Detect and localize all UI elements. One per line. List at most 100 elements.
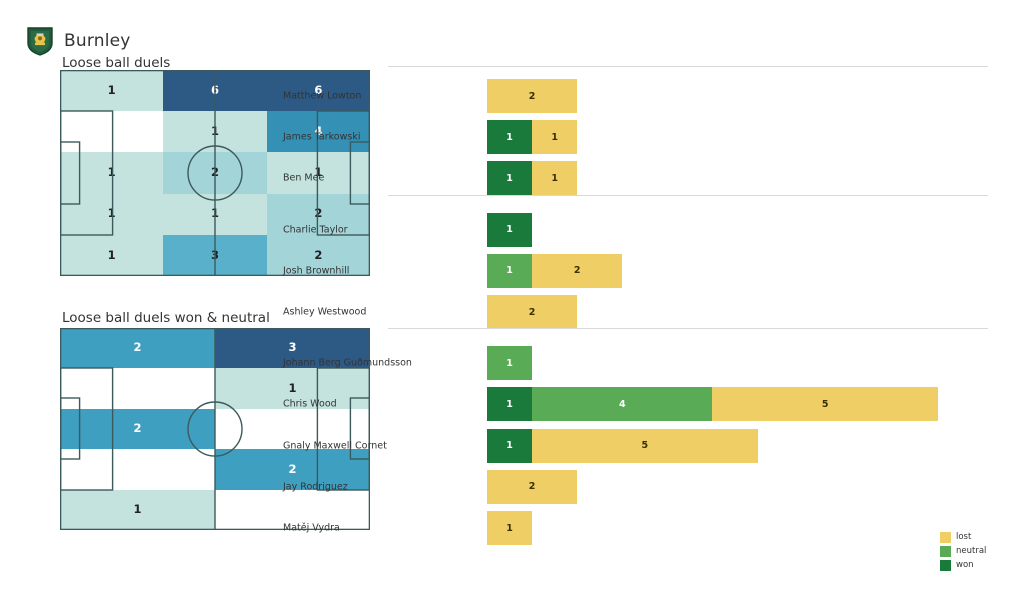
team-name: Burnley xyxy=(64,31,131,51)
bar-segment-lost[interactable]: 1 xyxy=(532,161,578,196)
pitch-cell: 1 xyxy=(60,193,164,235)
bar-row-label: Matthew Lowton xyxy=(283,90,362,102)
pitch-cell-value: 1 xyxy=(107,165,116,180)
pitch-cell-value: 3 xyxy=(288,340,297,355)
bar-segment-neutral[interactable]: 1 xyxy=(487,346,533,381)
bar-segment-value: 1 xyxy=(506,440,513,452)
bar-row[interactable]: Matthew Lowton 2 xyxy=(283,79,988,113)
bar-segment-lost[interactable]: 2 xyxy=(487,469,578,504)
bar-segment-value: 2 xyxy=(528,306,536,318)
bar-segment-won[interactable]: 1 xyxy=(487,120,533,155)
pitch-cell-value: 1 xyxy=(210,206,219,221)
bar-segment-neutral[interactable]: 1 xyxy=(487,253,533,288)
group-separator xyxy=(388,328,988,330)
bar-row-label: Ashley Westwood xyxy=(283,306,367,318)
bar-segment-value: 1 xyxy=(551,131,558,143)
team-header: Burnley xyxy=(26,26,131,56)
bar-row-label: Chris Wood xyxy=(283,398,337,410)
pitch-cell: 1 xyxy=(163,111,267,153)
group-separator xyxy=(388,66,988,67)
bar-segment-value: 4 xyxy=(618,398,626,410)
bar-row[interactable]: Ben Mee 1 1 xyxy=(283,161,988,196)
bar-segment-lost[interactable]: 2 xyxy=(487,79,578,113)
bar-segment-lost[interactable]: 1 xyxy=(487,511,533,545)
bar-row[interactable]: Josh Brownhill 1 2 xyxy=(283,253,988,288)
bar-segment-won[interactable]: 1 xyxy=(487,387,533,422)
bar-segment-won[interactable]: 1 xyxy=(487,161,533,196)
group-separator xyxy=(388,194,988,196)
bar-row[interactable]: Gnaly Maxwell Cornet 1 5 xyxy=(283,428,988,463)
pitch-cell xyxy=(60,111,164,153)
pitch-cell: 2 xyxy=(163,152,267,194)
bar-segment-value: 1 xyxy=(506,224,513,236)
pitch-cell-value: 1 xyxy=(133,502,142,517)
bar-track: 1 4 5 xyxy=(487,387,938,422)
bar-segment-value: 2 xyxy=(528,481,536,493)
bar-segment-won[interactable]: 1 xyxy=(487,212,533,247)
bar-segment-value: 5 xyxy=(821,398,829,410)
bar-track: 1 xyxy=(487,346,533,381)
legend-label: won xyxy=(956,560,974,570)
legend-item-lost[interactable]: lost xyxy=(940,531,986,543)
bar-row-label: Gnaly Maxwell Cornet xyxy=(283,440,387,452)
bar-row-label: Charlie Taylor xyxy=(283,224,348,236)
bar-track: 1 xyxy=(487,212,533,247)
legend-item-won[interactable]: won xyxy=(940,559,986,571)
bar-row-label: Josh Brownhill xyxy=(283,265,350,277)
pitch-heatmap-won-neutral: 2 3 1 2 2 1 xyxy=(60,328,370,530)
bar-row-label: Jay Rodriguez xyxy=(283,481,348,493)
bar-row[interactable]: James Tarkowski 1 1 xyxy=(283,120,988,155)
pitch-cell-value: 6 xyxy=(210,82,219,97)
bar-segment-value: 1 xyxy=(506,265,513,277)
bar-segment-value: 1 xyxy=(506,131,513,143)
bar-row-label: Ben Mee xyxy=(283,172,325,184)
pitch-title-loose-ball-duels: Loose ball duels xyxy=(62,55,171,71)
burnley-crest-icon xyxy=(26,26,54,56)
legend-item-neutral[interactable]: neutral xyxy=(940,545,986,557)
pitch-cell-value: 2 xyxy=(133,421,142,436)
legend-label: neutral xyxy=(956,546,987,556)
bar-track: 2 xyxy=(487,295,578,329)
bar-row-label: Johann Berg Guðmundsson xyxy=(283,357,412,369)
pitch-cell xyxy=(60,368,215,409)
legend-swatch-lost xyxy=(940,531,951,543)
bar-segment-value: 1 xyxy=(506,398,513,410)
bar-segment-lost[interactable]: 5 xyxy=(532,428,758,463)
pitch-cell-value: 2 xyxy=(314,247,323,262)
bar-row[interactable]: Charlie Taylor 1 xyxy=(283,212,988,247)
pitch-cell: 3 xyxy=(163,234,267,276)
bar-track: 1 xyxy=(487,511,533,545)
bar-segment-neutral[interactable]: 4 xyxy=(532,387,713,422)
bar-segment-value: 2 xyxy=(573,265,581,277)
bar-segment-won[interactable]: 1 xyxy=(487,428,533,463)
bar-row[interactable]: Matěj Vydra 1 xyxy=(283,511,988,545)
pitch-cell: 2 xyxy=(60,408,215,450)
bar-segment-lost[interactable]: 2 xyxy=(532,253,623,288)
bar-segment-value: 5 xyxy=(641,440,649,452)
pitch-cell: 1 xyxy=(60,489,215,530)
bar-row[interactable]: Johann Berg Guðmundsson 1 xyxy=(283,346,988,381)
bar-row[interactable]: Chris Wood 1 4 5 xyxy=(283,387,988,422)
pitch-title-loose-ball-duels-won-neutral: Loose ball duels won & neutral xyxy=(62,310,270,326)
pitch-cell-value: 1 xyxy=(107,247,116,262)
chart-legend: lost neutral won xyxy=(940,531,986,573)
bar-segment-value: 1 xyxy=(551,172,558,184)
bar-track: 2 xyxy=(487,79,578,113)
bar-row[interactable]: Ashley Westwood 2 xyxy=(283,295,988,329)
legend-label: lost xyxy=(956,532,972,542)
legend-swatch-neutral xyxy=(940,545,951,557)
bar-segment-value: 2 xyxy=(528,90,536,102)
pitch-cell: 1 xyxy=(60,234,164,276)
legend-swatch-won xyxy=(940,559,951,571)
bar-segment-lost[interactable]: 2 xyxy=(487,295,578,329)
bar-segment-value: 1 xyxy=(506,522,513,534)
pitch-cell: 6 xyxy=(163,70,267,112)
bar-segment-lost[interactable]: 5 xyxy=(712,387,938,422)
bar-segment-lost[interactable]: 1 xyxy=(532,120,578,155)
bar-row[interactable]: Jay Rodriguez 2 xyxy=(283,469,988,504)
bar-track: 2 xyxy=(487,469,578,504)
